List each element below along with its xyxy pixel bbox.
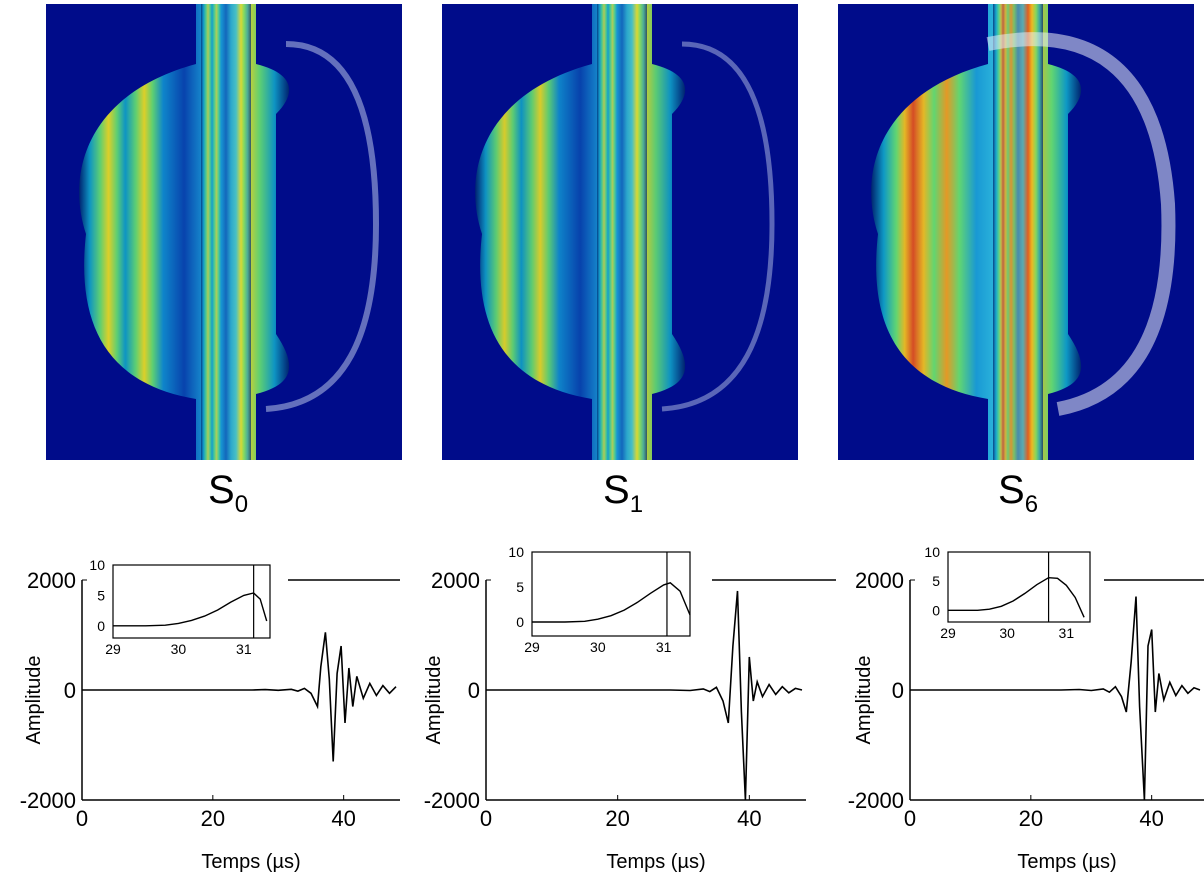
inset-y-tick-label-2-0: 10 <box>924 544 940 560</box>
y-tick-label-1-2: -2000 <box>424 788 480 813</box>
inset-frame-1 <box>531 551 691 637</box>
inset-x-tick-label-1-0: 29 <box>524 639 540 655</box>
field-label-s0: S0 <box>208 468 249 518</box>
y-axis-label-0: Amplitude <box>23 656 45 745</box>
inset-y-tick-label-0-1: 5 <box>97 587 105 603</box>
inset-y-tick-label-0-2: 0 <box>97 618 105 634</box>
inset-x-tick-label-2-0: 29 <box>940 625 956 641</box>
field-image-s0 <box>46 4 402 460</box>
y-axis-label-1: Amplitude <box>423 656 445 745</box>
inset-frame-0 <box>112 564 271 639</box>
y-tick-label-2-2: -2000 <box>848 788 904 813</box>
x-tick-label-1-0: 0 <box>480 806 492 831</box>
y-tick-label-0-1: 0 <box>64 678 76 703</box>
inset-curve-0 <box>113 592 268 627</box>
y-tick-label-0-0: 2000 <box>27 568 76 593</box>
field-label-s6: S6 <box>998 468 1039 518</box>
x-axis-label-1: Temps (µs) <box>606 851 705 873</box>
inset-x-tick-label-0-2: 31 <box>236 641 252 657</box>
y-axis-label-2: Amplitude <box>853 656 875 745</box>
inset-y-tick-label-2-2: 0 <box>932 602 940 618</box>
inset-x-tick-label-1-1: 30 <box>590 639 606 655</box>
field-image-s6 <box>838 4 1194 460</box>
field-image-s1 <box>442 4 798 460</box>
inset-curve-1 <box>532 582 691 623</box>
signal-line-2 <box>910 596 1201 801</box>
inset-x-tick-label-1-2: 31 <box>656 639 672 655</box>
y-tick-label-2-1: 0 <box>892 678 904 703</box>
inset-y-tick-label-1-0: 10 <box>508 544 524 560</box>
y-tick-label-2-0: 2000 <box>855 568 904 593</box>
x-tick-label-1-1: 20 <box>605 806 629 831</box>
y-tick-label-1-0: 2000 <box>431 568 480 593</box>
x-tick-label-2-2: 40 <box>1139 806 1163 831</box>
x-tick-label-2-0: 0 <box>904 806 916 831</box>
signal-line-0 <box>82 632 397 762</box>
x-axis-label-2: Temps (µs) <box>1017 851 1116 873</box>
inset-x-tick-label-2-1: 30 <box>999 625 1015 641</box>
inset-frame-2 <box>947 551 1091 623</box>
x-axis-label-0: Temps (µs) <box>201 851 300 873</box>
inset-y-tick-label-1-1: 5 <box>516 579 524 595</box>
field-label-s1: S1 <box>603 468 644 518</box>
x-tick-label-1-2: 40 <box>737 806 761 831</box>
inset-y-tick-label-2-1: 5 <box>932 573 940 589</box>
x-tick-label-2-1: 20 <box>1019 806 1043 831</box>
inset-y-tick-label-1-2: 0 <box>516 614 524 630</box>
x-tick-label-0-2: 40 <box>331 806 355 831</box>
signal-line-1 <box>486 590 803 801</box>
inset-x-tick-label-0-1: 30 <box>171 641 187 657</box>
inset-y-tick-label-0-0: 10 <box>89 557 105 573</box>
y-tick-label-1-1: 0 <box>468 678 480 703</box>
inset-x-tick-label-0-0: 29 <box>105 641 121 657</box>
inset-curve-2 <box>948 576 1085 618</box>
x-tick-label-0-0: 0 <box>76 806 88 831</box>
x-tick-label-0-1: 20 <box>201 806 225 831</box>
y-tick-label-0-2: -2000 <box>20 788 76 813</box>
inset-x-tick-label-2-2: 31 <box>1059 625 1075 641</box>
